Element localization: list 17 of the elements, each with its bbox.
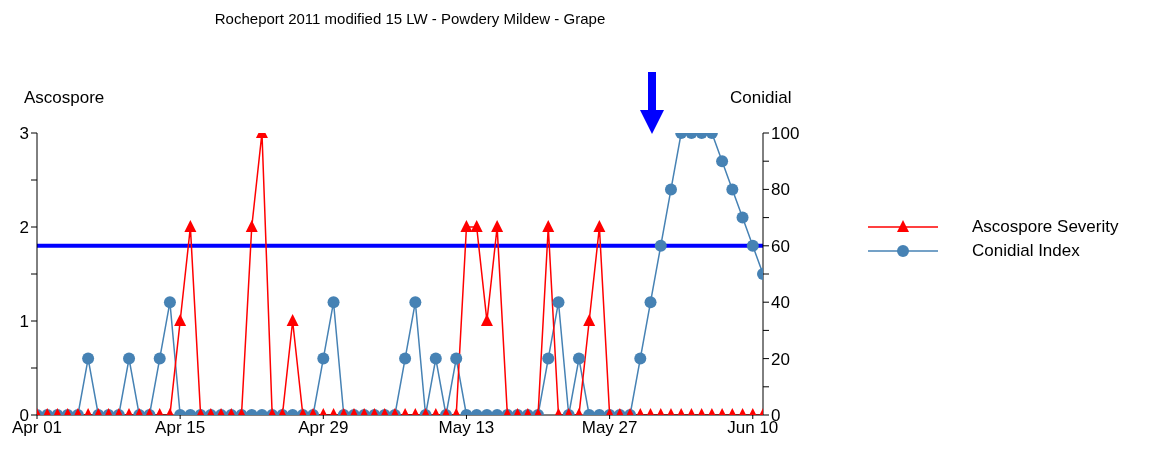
- y2-tick-label: 40: [771, 293, 790, 313]
- x-tick-label: Apr 29: [298, 418, 349, 438]
- y2-tick-label: 100: [771, 124, 800, 144]
- x-tick-label: May 13: [438, 418, 495, 438]
- legend-label: Conidial Index: [972, 241, 1080, 261]
- x-tick-label: May 27: [581, 418, 638, 438]
- y2-tick-label: 80: [771, 180, 790, 200]
- y-tick-label: 1: [19, 312, 29, 332]
- x-tick-label: Apr 15: [155, 418, 206, 438]
- chart-title: Rocheport 2011 modified 15 LW - Powdery Mildew - Grape: [213, 10, 607, 27]
- y2-axis-title: Conidial: [730, 88, 792, 108]
- y-tick-label: 3: [19, 124, 29, 144]
- y-tick-label: 2: [19, 218, 29, 238]
- y2-tick-label: 60: [771, 236, 790, 256]
- legend-label: Ascospore Severity: [972, 217, 1119, 237]
- y-axis-title: Ascospore: [24, 88, 105, 108]
- y2-tick-label: 20: [771, 349, 790, 369]
